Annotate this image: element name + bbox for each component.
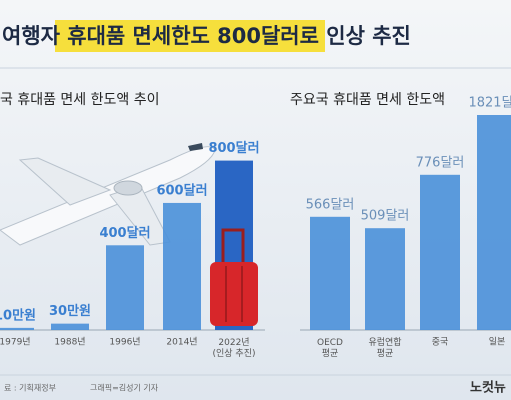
x-tick-label: OECD 평균 — [317, 338, 343, 359]
bar — [477, 115, 511, 330]
x-tick-label: 2022년 (인상 추진) — [212, 337, 255, 359]
value-label: 30만원 — [49, 303, 91, 319]
bar — [106, 245, 144, 330]
x-tick-label: 1988년 — [54, 337, 85, 348]
bar — [51, 323, 89, 330]
value-label: 400달러 — [99, 225, 150, 241]
source: 료 : 기획재정부 — [4, 383, 56, 393]
bar — [310, 216, 350, 330]
x-tick-label: 1979년 — [0, 337, 31, 348]
title-suffix: 로 인상 추진 — [300, 24, 411, 48]
x-tick-label: 2014년 — [166, 337, 197, 348]
title-highlight: 휴대품 면세한도 800달러 — [67, 24, 299, 48]
credit: 그래픽=김성기 기자 — [90, 383, 159, 393]
value-label: 1821달러 — [468, 96, 511, 111]
value-label: 566달러 — [306, 197, 355, 212]
bar — [163, 202, 201, 330]
logo: 노컷뉴 — [470, 380, 506, 396]
bar — [0, 327, 34, 330]
left-chart-title: 국 휴대품 면세 한도액 추이 — [0, 92, 159, 108]
value-label: 800달러 — [208, 140, 259, 156]
x-tick-label: 유럽연합 평균 — [368, 337, 401, 359]
title-prefix: 여행자 — [2, 24, 67, 48]
value-label: 509달러 — [361, 209, 410, 224]
suitcase — [210, 228, 258, 326]
title: 여행자 휴대품 면세한도 800달러로 인상 추진 — [2, 24, 411, 48]
x-tick-label: 일본 — [489, 337, 506, 348]
bar — [365, 228, 405, 330]
value-label: 776달러 — [416, 155, 465, 170]
title-highlight-box — [55, 20, 325, 52]
x-tick-label: 중국 — [432, 337, 449, 348]
value-label: 10만원 — [0, 307, 36, 323]
x-tick-label: 1996년 — [109, 337, 140, 348]
bar — [420, 174, 460, 330]
value-label: 600달러 — [156, 182, 207, 198]
right-chart-title: 주요국 휴대품 면세 한도액 — [290, 92, 445, 108]
